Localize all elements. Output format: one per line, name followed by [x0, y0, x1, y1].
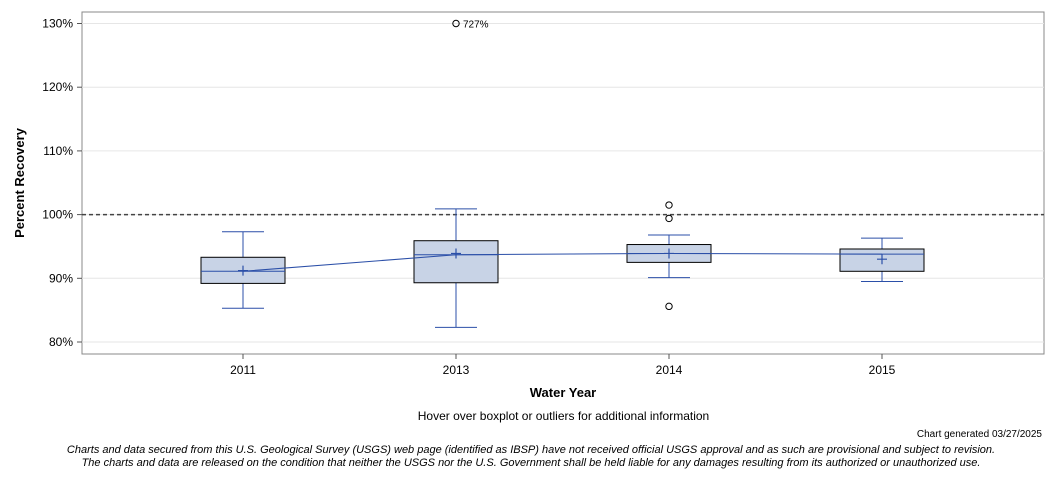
y-tick-label: 130% [42, 17, 73, 31]
x-axis-label: Water Year [530, 385, 597, 400]
y-axis-label: Percent Recovery [12, 127, 27, 238]
boxplot-chart: 80%90%100%110%120%130% 2011 2013 2014 2015 … [12, 11, 1045, 400]
median-connect-line [242, 252, 883, 272]
y-tick-label: 120% [42, 80, 73, 94]
outlier-label: 727% [463, 20, 489, 31]
disclaimer-line-1: Charts and data secured from this U.S. G… [66, 444, 996, 456]
x-tick-label: 2011 [230, 363, 256, 377]
outlier-point [665, 302, 673, 311]
mean-marker [451, 248, 461, 259]
hover-note: Hover over boxplot or outliers for addit… [417, 409, 710, 423]
plot-frame [81, 11, 1045, 355]
outlier-point [665, 201, 673, 209]
median-connect-layer [242, 252, 883, 272]
y-axis-ticks: 80% 90% 100% 110% 120% 130% [42, 17, 82, 349]
x-axis-ticks: 2011 2013 2014 2015 [230, 354, 896, 377]
x-tick-label: 2014 [656, 363, 683, 377]
y-tick-label: 90% [49, 271, 73, 285]
box-iqr [413, 240, 499, 284]
disclaimer-line-2: The charts and data are released on the … [81, 457, 981, 469]
x-tick-label: 2013 [443, 363, 470, 377]
chart-generated-date: Chart generated 03/27/2025 [916, 429, 1042, 440]
outlier-point [452, 19, 460, 28]
box-2013: 727% [413, 19, 499, 328]
y-tick-label: 110% [43, 144, 73, 158]
x-tick-label: 2015 [869, 363, 896, 377]
box-2011 [200, 231, 286, 309]
outlier-point [665, 214, 673, 223]
y-tick-label: 100% [42, 208, 73, 222]
mean-marker [877, 254, 887, 265]
y-tick-label: 80% [49, 335, 73, 349]
